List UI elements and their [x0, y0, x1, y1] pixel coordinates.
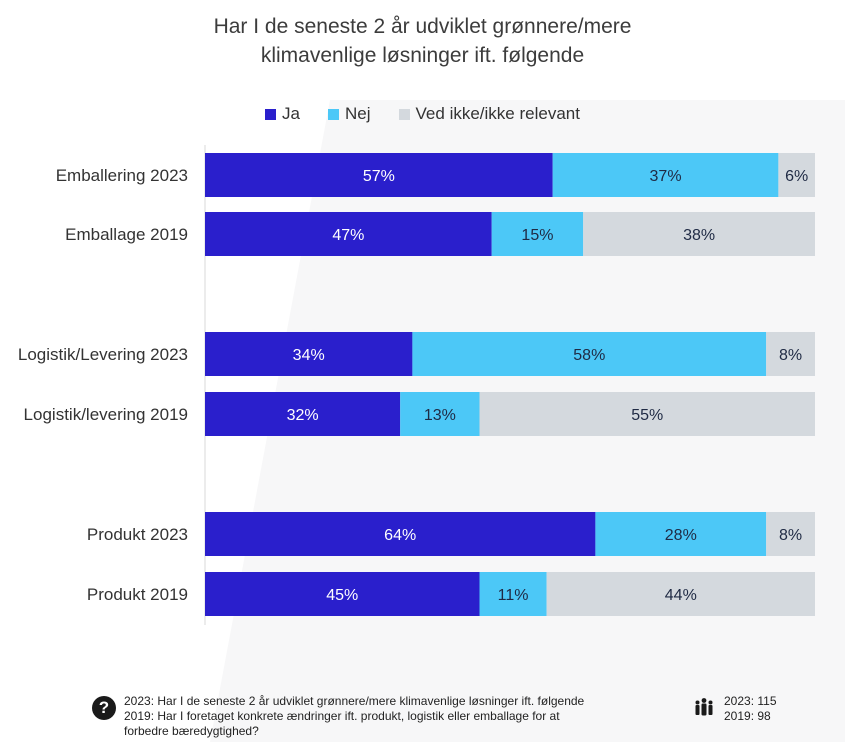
data-label: 37%	[650, 168, 682, 185]
legend-swatch-ja	[265, 108, 277, 120]
bar-segment	[400, 392, 480, 436]
bar-segment	[479, 572, 547, 616]
data-label: 32%	[287, 407, 319, 424]
legend: Ja Nej Ved ikke/ikke relevant	[0, 104, 845, 124]
data-label: 34%	[293, 347, 325, 364]
footer-note: ? 2023: Har I de seneste 2 år udviklet g…	[92, 694, 692, 739]
legend-swatch-ved-ikke	[398, 108, 410, 120]
data-label: 13%	[424, 407, 456, 424]
data-label: 44%	[665, 587, 697, 604]
bar-segment	[778, 153, 815, 197]
data-label: 15%	[521, 227, 553, 244]
count-2023: 2023: 115	[724, 694, 777, 708]
bar-segment	[205, 212, 492, 256]
people-icon	[695, 698, 713, 716]
bar-segment	[491, 212, 584, 256]
bar-segment	[205, 512, 596, 556]
category-label: Emballage 2019	[65, 225, 188, 244]
footer-text: 2023: Har I de seneste 2 år udviklet grø…	[124, 694, 584, 739]
data-label: 38%	[683, 227, 715, 244]
legend-label-nej: Nej	[345, 104, 371, 123]
legend-swatch-nej	[328, 108, 340, 120]
footer-line-1: 2023: Har I de seneste 2 år udviklet grø…	[124, 694, 585, 708]
bar-segment	[479, 392, 815, 436]
data-label: 28%	[665, 527, 697, 544]
legend-item-ved-ikke: Ved ikke/ikke relevant	[398, 104, 580, 124]
data-label: 8%	[779, 527, 802, 544]
bar-segment	[583, 212, 815, 256]
data-label: 6%	[785, 168, 808, 185]
bar-segment	[766, 512, 815, 556]
chart-title: Har I de seneste 2 år udviklet grønnere/…	[0, 12, 845, 70]
bar-segment	[412, 332, 767, 376]
bar-segment	[205, 392, 401, 436]
data-label: 64%	[384, 527, 416, 544]
category-label: Produkt 2019	[87, 585, 188, 604]
bar-segment	[205, 572, 480, 616]
legend-label-ved-ikke: Ved ikke/ikke relevant	[415, 104, 580, 123]
sample-counts: 2023: 115 2019: 98	[694, 694, 777, 724]
category-label: Logistik/levering 2019	[24, 405, 188, 424]
data-label: 58%	[573, 347, 605, 364]
bar-segment	[595, 512, 767, 556]
category-label: Logistik/Levering 2023	[18, 345, 188, 364]
data-label: 8%	[779, 347, 802, 364]
count-2019: 2019: 98	[724, 709, 771, 723]
data-label: 47%	[332, 227, 364, 244]
title-line-1: Har I de seneste 2 år udviklet grønnere/…	[213, 15, 632, 38]
category-label: Produkt 2023	[87, 525, 188, 544]
bar-segment	[205, 332, 413, 376]
data-label: 45%	[326, 587, 358, 604]
bar-segment	[205, 153, 553, 197]
footer-line-2: 2019: Har I foretaget konkrete ændringer…	[124, 709, 560, 723]
bar-segment	[546, 572, 815, 616]
counts-text: 2023: 115 2019: 98	[724, 694, 777, 724]
legend-label-ja: Ja	[282, 104, 301, 123]
category-label: Emballering 2023	[56, 166, 188, 185]
title-line-2: klimavenlige løsninger ift. følgende	[260, 44, 585, 67]
footer-line-3: forbedre bæredygtighed?	[124, 724, 259, 738]
data-label: 55%	[631, 407, 663, 424]
legend-item-ja: Ja	[265, 104, 300, 124]
legend-item-nej: Nej	[328, 104, 371, 124]
bar-segment	[552, 153, 779, 197]
data-label: 57%	[363, 168, 395, 185]
question-circle-icon: ?	[92, 696, 116, 720]
bar-segment	[766, 332, 815, 376]
data-label: 11%	[498, 587, 529, 604]
